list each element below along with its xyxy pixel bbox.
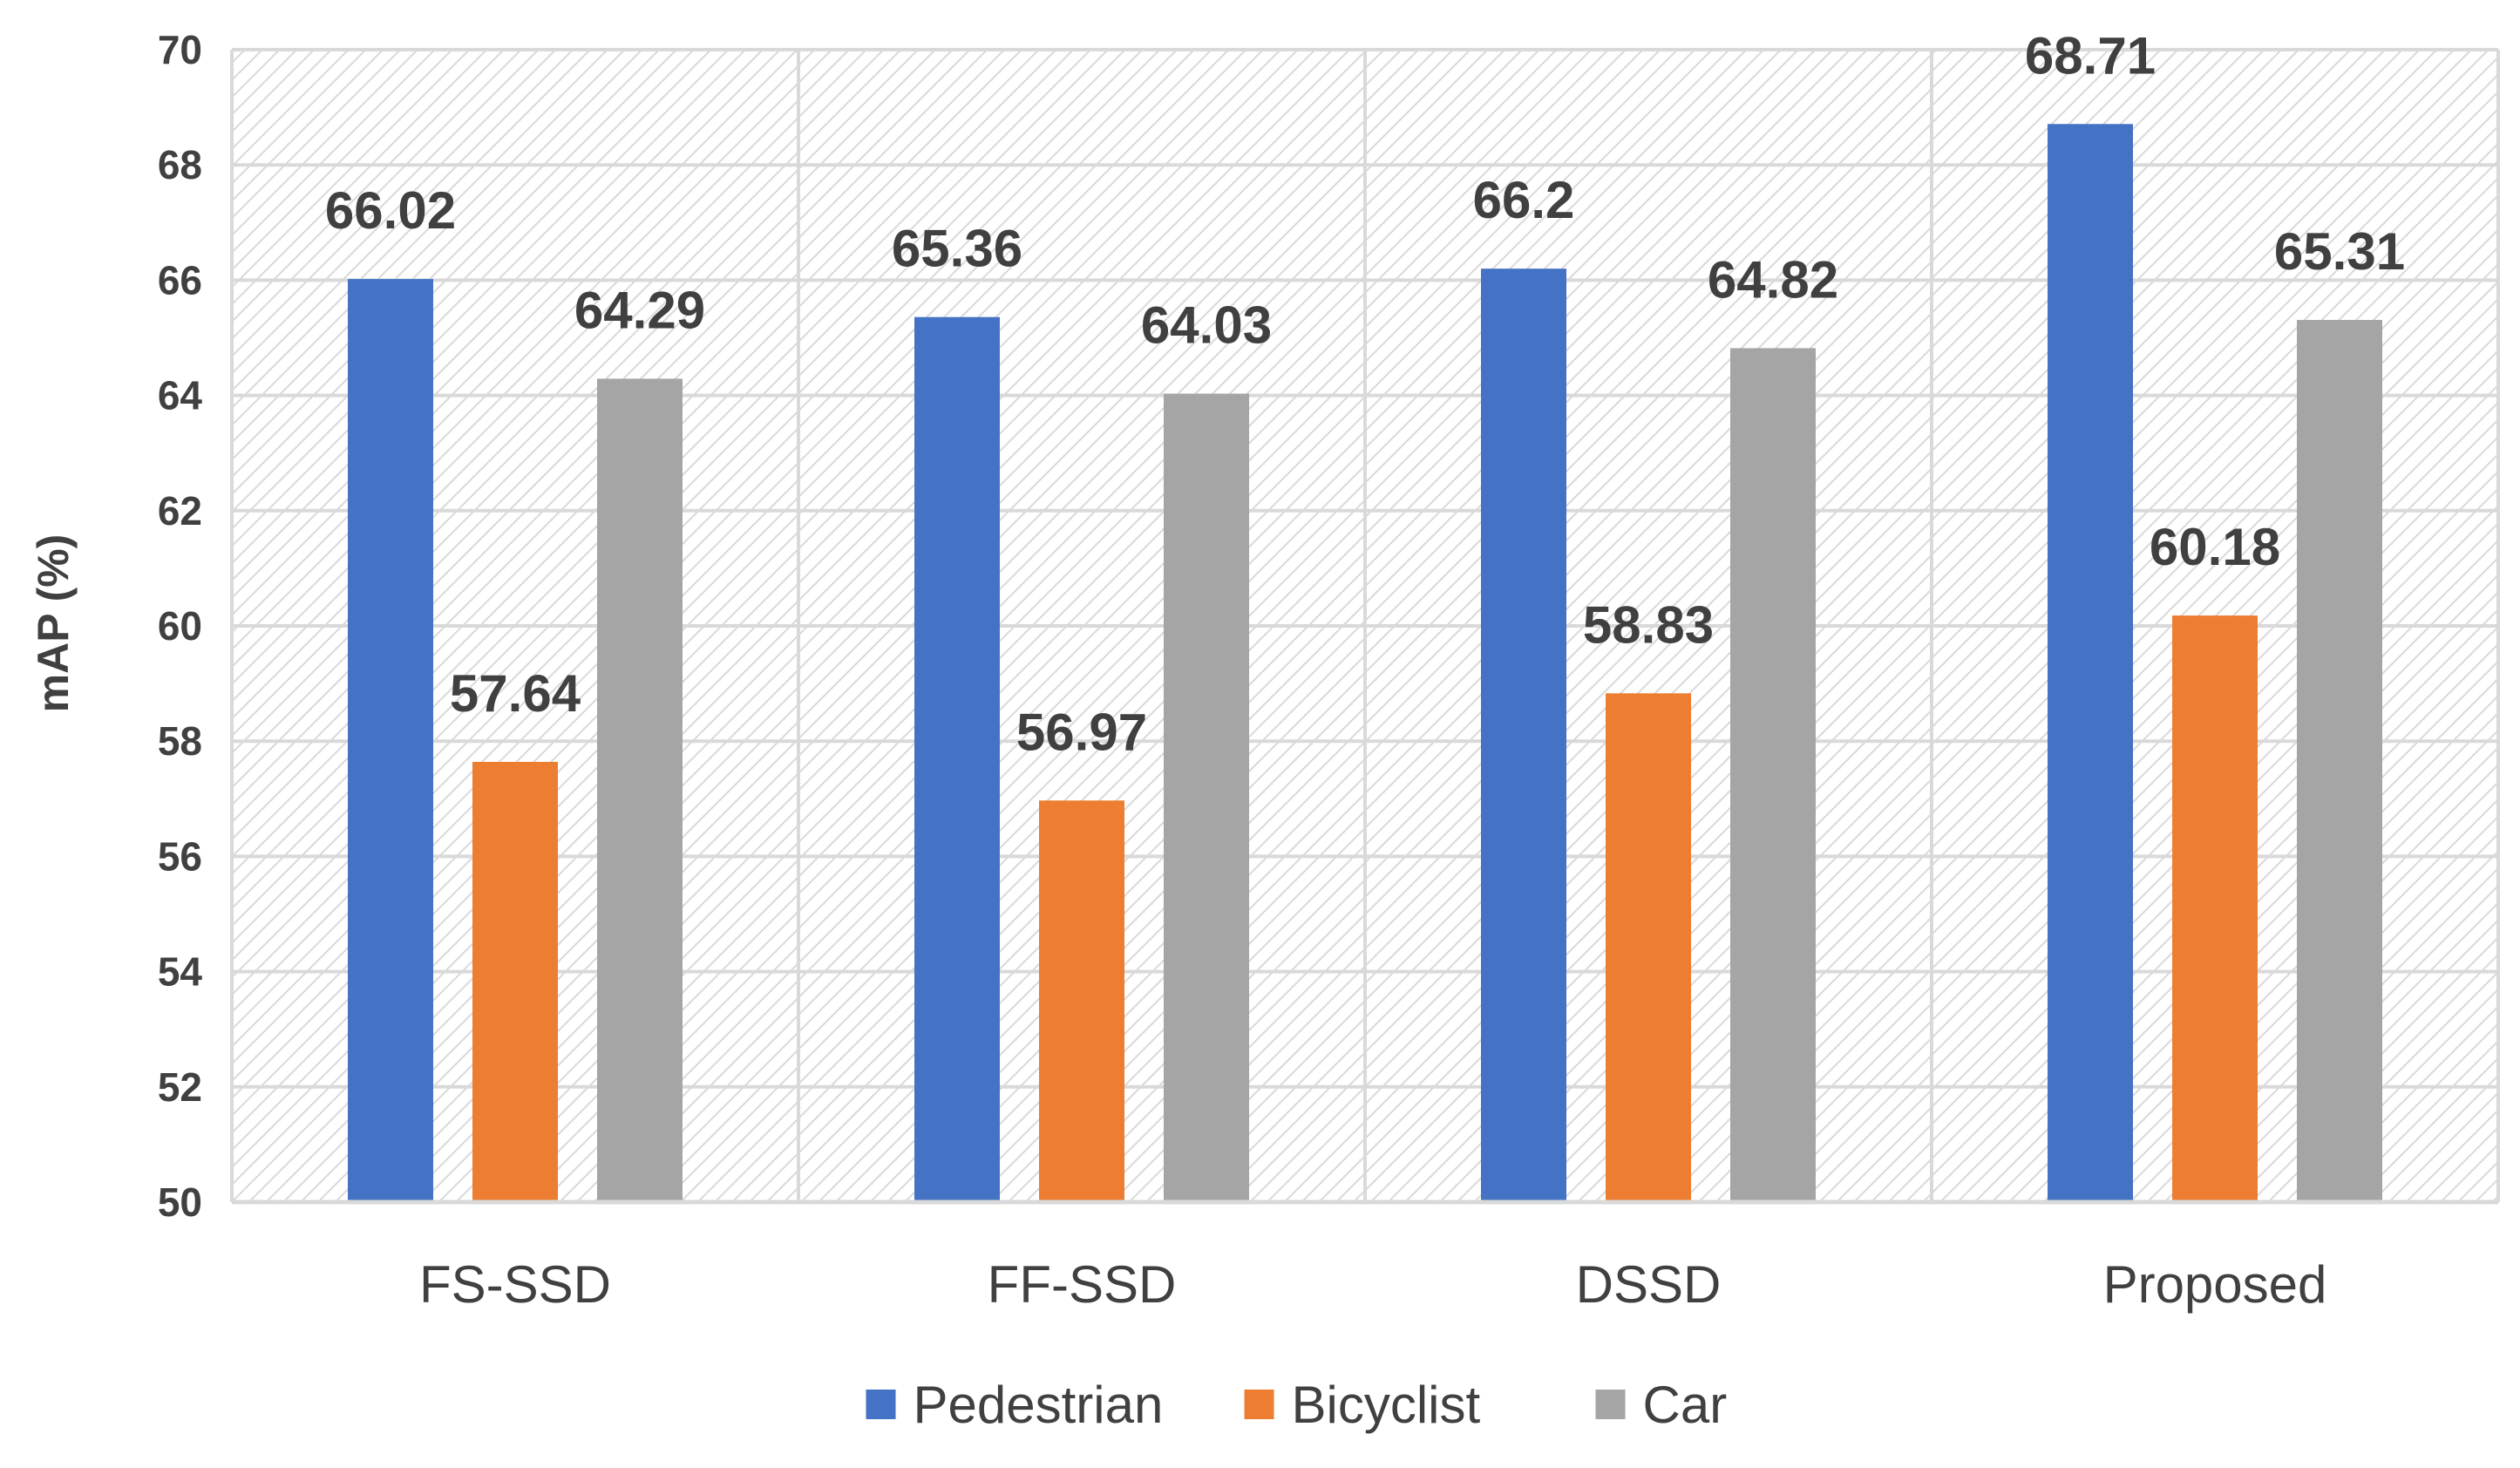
bar-car-ff-ssd: [1164, 393, 1249, 1202]
legend-label: Pedestrian: [914, 1376, 1164, 1434]
bar-car-fs-ssd: [597, 378, 683, 1202]
y-tick-label: 64: [158, 373, 203, 418]
y-tick-label: 52: [158, 1064, 202, 1110]
data-label: 60.18: [2150, 518, 2280, 576]
legend-swatch: [866, 1390, 896, 1419]
bar-bicyclist-proposed: [2172, 615, 2258, 1202]
x-axis: FS-SSD FF-SSD DSSD Proposed: [232, 1200, 2498, 1314]
legend-label: Bicyclist: [1292, 1376, 1481, 1434]
y-tick-label: 56: [158, 833, 202, 879]
bar-car-dssd: [1730, 348, 1816, 1202]
legend-item-car: Car: [1595, 1376, 1728, 1434]
y-tick-label: 66: [158, 257, 202, 302]
x-tick-label: FS-SSD: [419, 1255, 611, 1314]
y-tick-label: 50: [158, 1179, 202, 1225]
legend: Pedestrian Bicyclist Car: [866, 1376, 1728, 1434]
data-label: 65.31: [2274, 222, 2405, 281]
bar-car-proposed: [2297, 320, 2382, 1202]
y-tick-label: 60: [158, 603, 202, 649]
bar-pedestrian-dssd: [1481, 268, 1566, 1203]
bar-bicyclist-ff-ssd: [1039, 800, 1124, 1202]
bar-bicyclist-dssd: [1606, 693, 1691, 1202]
y-tick-label: 54: [158, 949, 203, 995]
data-labels: 66.02 57.64 64.29 65.36 56.97 64.03 66.2 58.83 6…: [325, 26, 2405, 761]
bar-bicyclist-fs-ssd: [472, 761, 558, 1202]
data-label: 65.36: [892, 220, 1022, 278]
legend-item-bicyclist: Bicyclist: [1244, 1376, 1481, 1434]
data-label: 64.29: [574, 281, 705, 339]
bar-pedestrian-proposed: [2048, 124, 2133, 1202]
legend-item-pedestrian: Pedestrian: [866, 1376, 1164, 1434]
y-axis-title: mAP (%): [29, 534, 78, 713]
data-label: 64.03: [1141, 296, 1272, 355]
data-label: 66.02: [325, 181, 456, 240]
y-tick-label: 70: [158, 27, 202, 72]
y-axis: 50 52 54 56 58 60 62 64 66 68 70: [158, 27, 203, 1225]
data-label: 58.83: [1583, 595, 1714, 654]
x-tick-label: DSSD: [1576, 1255, 1722, 1314]
bar-pedestrian-fs-ssd: [348, 279, 433, 1202]
y-tick-label: 62: [158, 488, 202, 534]
legend-swatch: [1244, 1390, 1274, 1419]
y-tick-label: 58: [158, 718, 202, 764]
data-label: 57.64: [450, 664, 581, 723]
y-tick-label: 68: [158, 142, 202, 187]
legend-label: Car: [1643, 1376, 1728, 1434]
data-label: 68.71: [2025, 26, 2156, 85]
data-label: 66.2: [1473, 171, 1575, 229]
bar-pedestrian-ff-ssd: [914, 316, 1000, 1203]
bars: [348, 124, 2382, 1203]
data-label: 56.97: [1016, 703, 1147, 761]
x-tick-label: Proposed: [2103, 1255, 2327, 1314]
data-label: 64.82: [1708, 250, 1838, 309]
legend-swatch: [1595, 1390, 1626, 1419]
x-tick-label: FF-SSD: [988, 1255, 1177, 1314]
